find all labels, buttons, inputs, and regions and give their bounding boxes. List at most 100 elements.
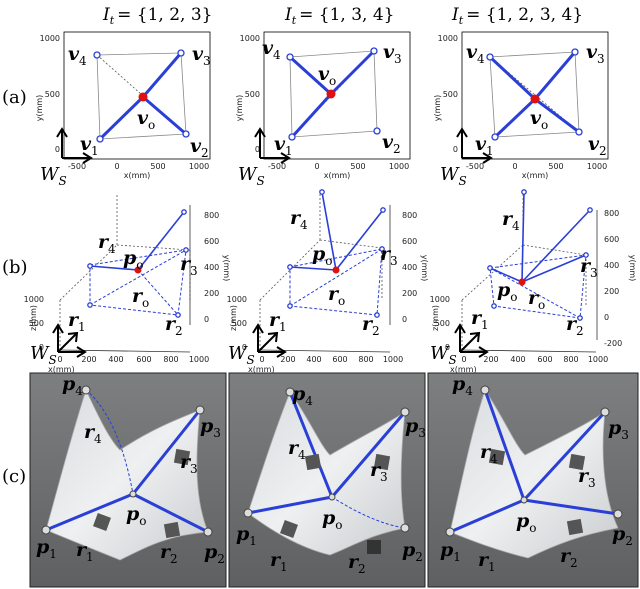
anchor	[380, 207, 386, 213]
anchor-p2	[400, 523, 410, 533]
x-tick: 1000	[389, 162, 409, 171]
x-tick: 400	[510, 355, 525, 364]
anchor-v1	[288, 133, 296, 141]
x-tick: 800	[358, 355, 373, 364]
label-r2: r2	[165, 313, 183, 338]
label-p2: p2	[612, 523, 633, 548]
x-tick: 600	[332, 355, 347, 364]
label-p1: p1	[36, 536, 57, 561]
y-axis-label: y(mm)	[222, 255, 231, 282]
anchor	[183, 247, 189, 253]
cable-r2	[131, 492, 210, 534]
x-tick: -500	[466, 162, 484, 171]
label-r4: r4	[480, 441, 498, 466]
label-r1: r1	[478, 549, 496, 574]
cable-r3	[131, 408, 202, 496]
platform-vo	[138, 92, 148, 102]
panel-a1: 1000 500 0 -500 0 500 1000 x(mm) y(mm) v…	[35, 31, 211, 188]
y-tick: 600	[204, 237, 219, 246]
y-tick: 500	[45, 90, 60, 99]
platform-po	[520, 496, 528, 504]
label-r3: r3	[370, 459, 388, 484]
x-axis-label: x(mm)	[48, 365, 75, 374]
label-v3: v3	[383, 41, 402, 66]
frame-axis-z	[454, 323, 466, 352]
label-vo: vo	[530, 107, 548, 132]
anchor-v4	[486, 53, 494, 61]
cable-r3	[137, 211, 185, 271]
anchor-p1	[243, 508, 253, 518]
title-3: It = {1, 2, 3, 4}	[451, 5, 583, 27]
svg-text:It= {1, 3, 4}: It = {1, 3, 4}	[284, 5, 394, 27]
y-tick: 800	[402, 211, 417, 220]
x-tick: 500	[548, 162, 563, 171]
label-v3: v3	[192, 43, 211, 68]
row-label-c: (c)	[2, 466, 26, 487]
anchor-p3	[195, 405, 205, 415]
y-tick: 500	[443, 90, 458, 99]
frame-axis-y	[57, 331, 79, 353]
label-po: po	[516, 510, 537, 535]
label-v2: v2	[588, 133, 607, 158]
frame-axis-z	[52, 323, 64, 352]
cable-v4	[488, 55, 537, 101]
cable-r3	[521, 209, 591, 283]
x-tick: 200	[280, 355, 295, 364]
platform-po	[129, 490, 137, 498]
x-tick: 400	[306, 355, 321, 364]
cable-r3b	[521, 254, 587, 283]
z-tick: 1000	[227, 295, 247, 304]
anchor	[521, 189, 527, 195]
label-p3: p3	[608, 417, 629, 442]
label-r3: r3	[380, 243, 398, 268]
x-axis-label: x(mm)	[124, 171, 151, 180]
z-axis-label: z(mm)	[229, 305, 238, 331]
label-p4: p4	[292, 383, 313, 408]
cable-r4	[288, 390, 334, 499]
label-v1: v1	[274, 133, 293, 158]
anchor	[181, 209, 187, 215]
label-vo: vo	[318, 63, 336, 88]
y-axis-label: y(mm)	[628, 255, 637, 282]
axes-box	[63, 31, 211, 160]
row-label-b: (b)	[2, 257, 28, 278]
label-r2: r2	[348, 551, 366, 576]
x-tick: -500	[268, 162, 286, 171]
anchor-v2	[373, 127, 381, 135]
base-quad	[289, 248, 383, 316]
label-r4: r4	[288, 437, 306, 462]
anchor	[487, 265, 493, 271]
platform-po	[328, 493, 336, 501]
cable-r3	[522, 410, 607, 502]
y-tick: 400	[204, 263, 219, 272]
anchor	[379, 246, 385, 252]
frame-label: WS	[440, 164, 467, 188]
anchor	[583, 252, 589, 258]
label-vo: vo	[137, 107, 155, 132]
x-tick: 1000	[587, 162, 607, 171]
anchor	[374, 312, 380, 318]
cable-r1	[448, 498, 526, 534]
title-1: It = {1, 2, 3}	[102, 5, 212, 27]
anchor-v1	[96, 135, 104, 143]
panel-a3: 1000 500 0 -500 0 500 1000 x(mm) y(mm) v…	[433, 31, 609, 188]
cable-v3	[329, 49, 376, 96]
cable-r1	[89, 265, 139, 271]
anchor-p1	[445, 527, 455, 537]
y-tick: 1000	[40, 34, 60, 43]
frame-axis-y	[254, 127, 266, 158]
label-p3: p3	[405, 415, 426, 440]
cable-r3	[330, 410, 407, 499]
z-tick: 1000	[430, 295, 450, 304]
label-r2: r2	[160, 541, 178, 566]
label-po: po	[123, 247, 144, 272]
label-r4: r4	[98, 231, 116, 256]
platform-vo	[530, 94, 540, 104]
frame-axis-y	[456, 127, 468, 158]
label-po: po	[126, 503, 147, 528]
cable-r1	[289, 266, 337, 271]
panel-a2: 1000 500 0 -500 0 500 1000 x(mm) y(mm) v…	[235, 31, 411, 188]
label-po: po	[497, 279, 518, 304]
platform-po	[134, 266, 142, 274]
label-ro: ro	[132, 285, 149, 310]
